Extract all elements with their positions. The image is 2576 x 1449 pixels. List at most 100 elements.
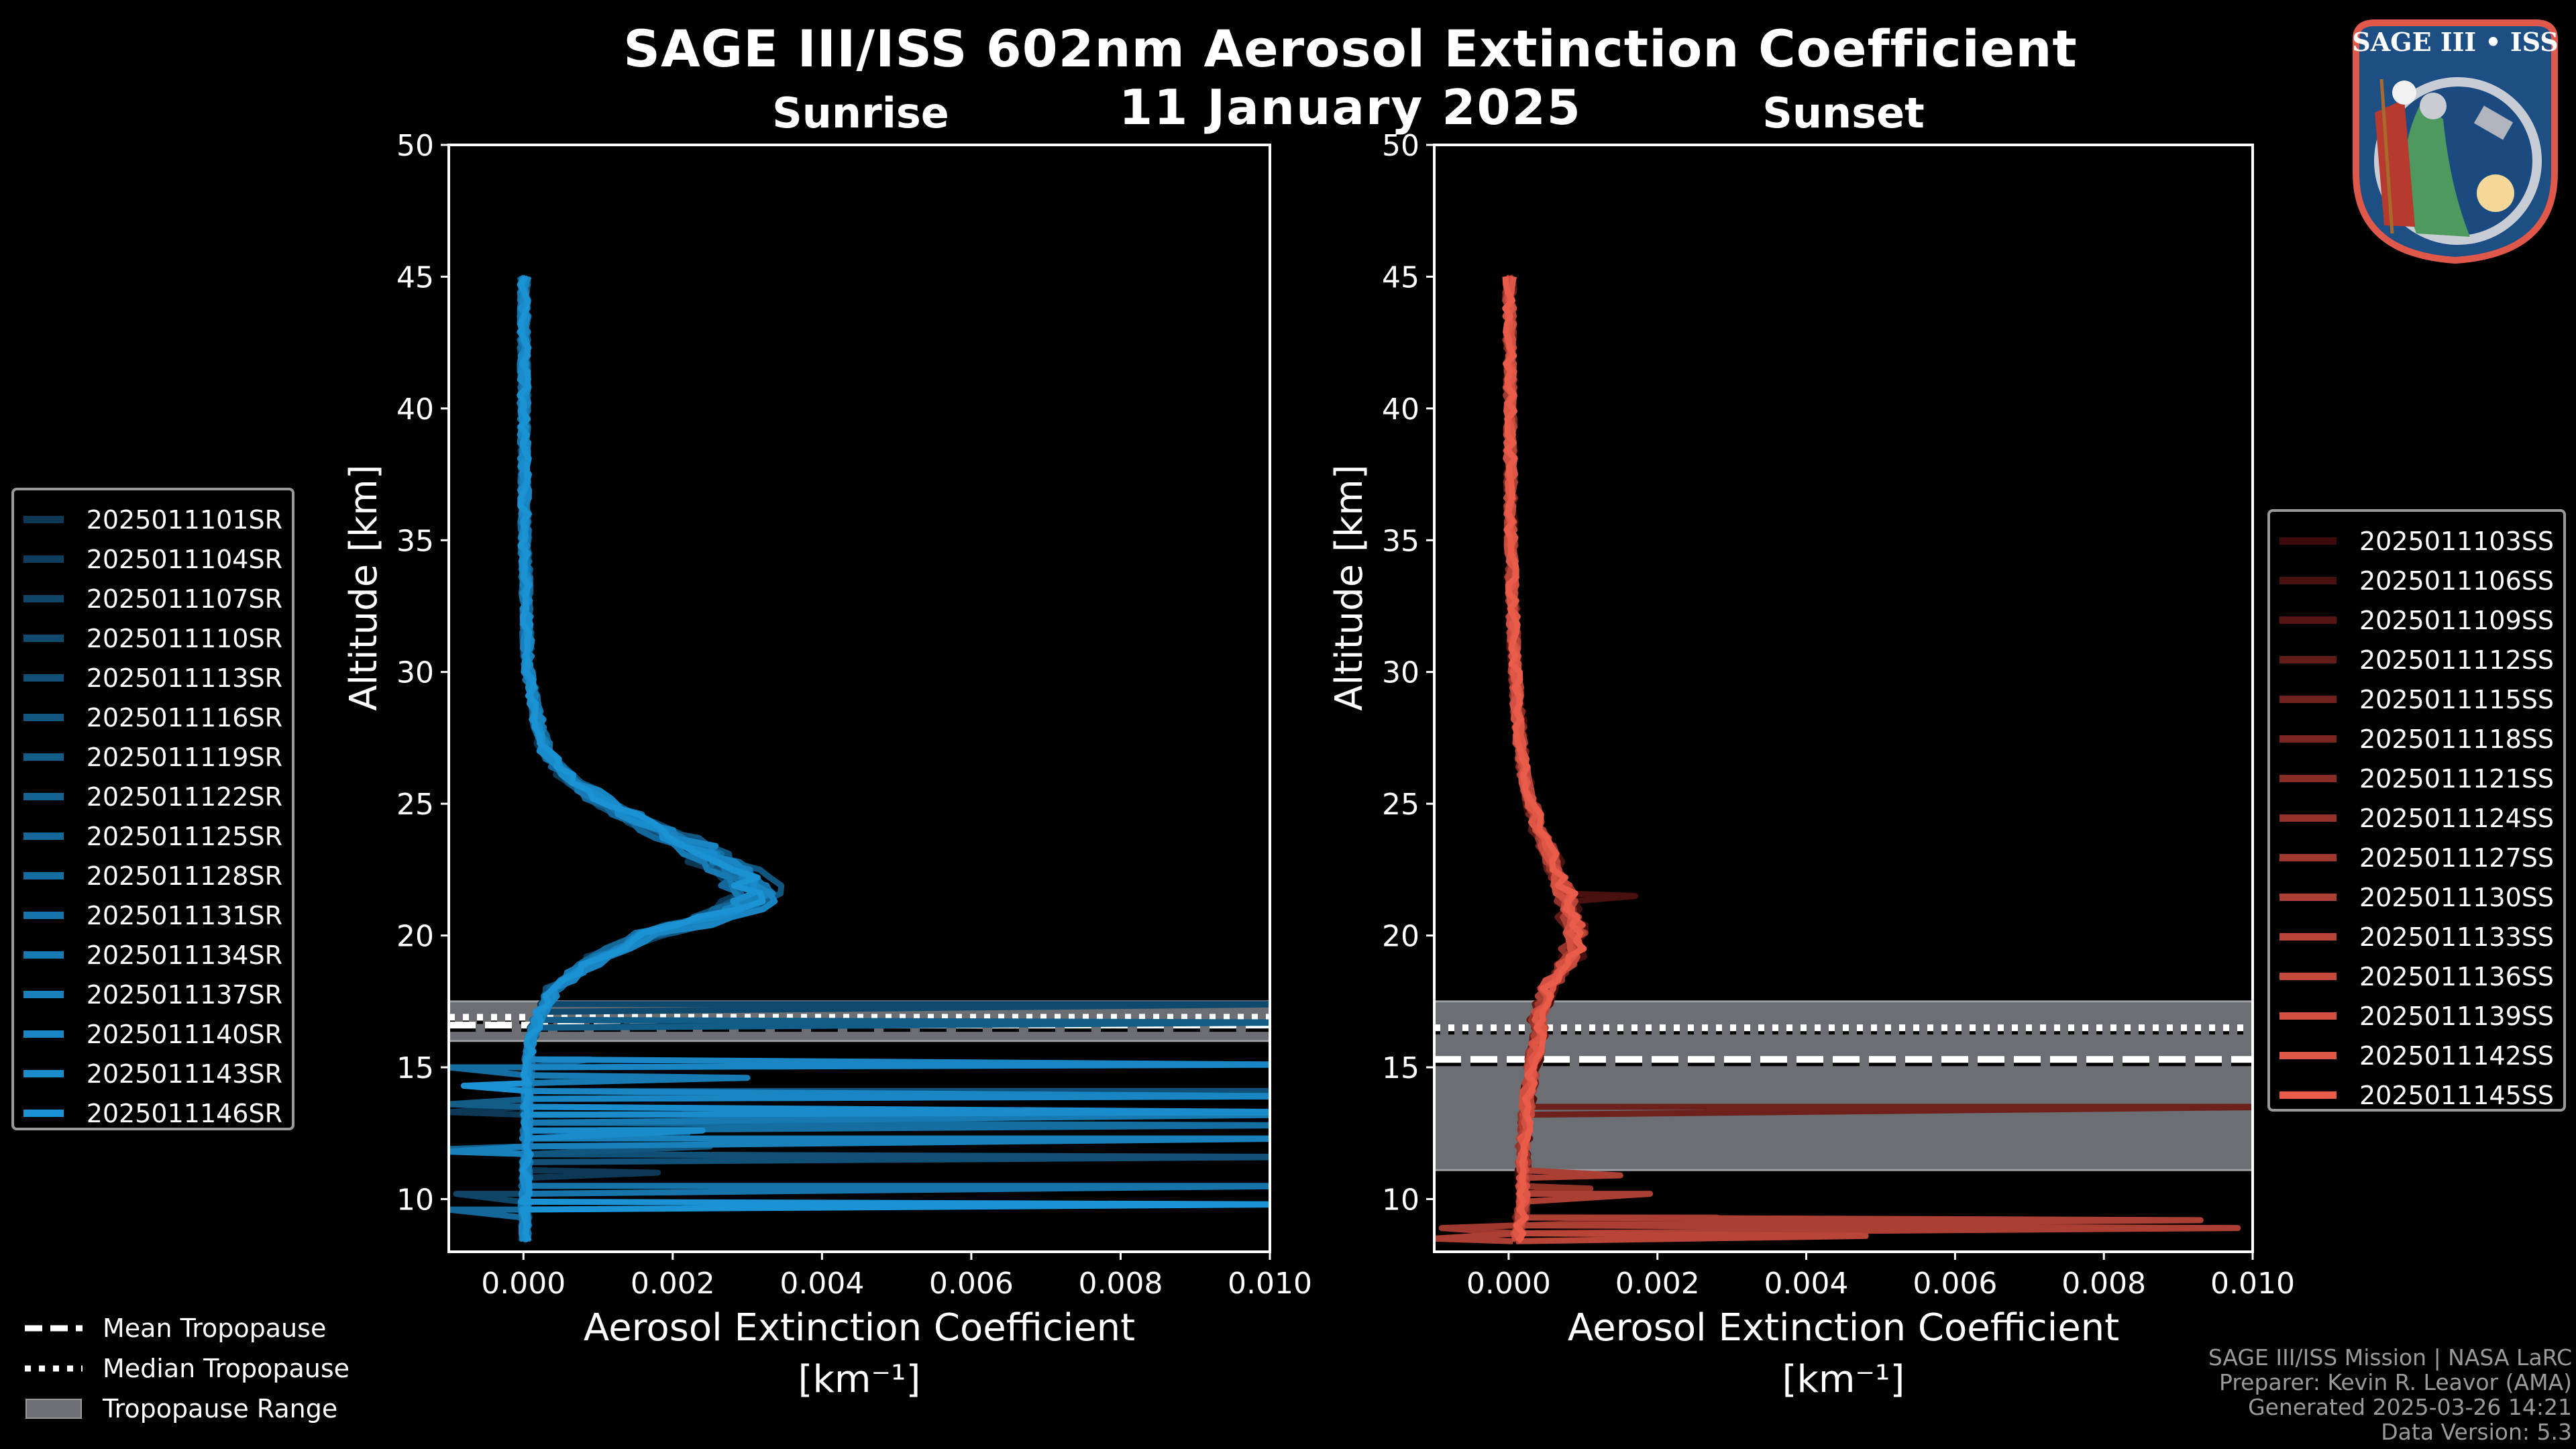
- x-tick-label: 0.002: [631, 1267, 715, 1301]
- legend-label: 2025011146SR: [86, 1098, 282, 1128]
- legend-label: 2025011113SR: [86, 663, 282, 693]
- legend-label: 2025011107SR: [86, 584, 282, 614]
- legend-item: 2025011103SS: [2279, 521, 2554, 561]
- legend-item: 2025011121SS: [2279, 759, 2554, 798]
- footer-credits: SAGE III/ISS Mission | NASA LaRC Prepare…: [2208, 1345, 2572, 1444]
- tropopause-legend: Mean Tropopause Median Tropopause Tropop…: [25, 1308, 350, 1429]
- legend-item: 2025011146SR: [23, 1093, 282, 1133]
- x-tick-label: 0.008: [1078, 1267, 1163, 1301]
- legend-line-swatch: [2279, 696, 2337, 703]
- legend-item: 2025011124SS: [2279, 798, 2554, 838]
- legend-item: 2025011131SR: [23, 896, 282, 935]
- legend-label: 2025011125SR: [86, 821, 282, 851]
- legend-tropopause-range: Tropopause Range: [25, 1389, 350, 1429]
- legend-line-swatch: [23, 714, 64, 721]
- legend-label: 2025011142SS: [2359, 1040, 2554, 1071]
- legend-line-swatch: [23, 1110, 64, 1117]
- x-axis-label: Aerosol Extinction Coefficient: [1568, 1306, 2119, 1350]
- legend-item: 2025011101SR: [23, 500, 282, 539]
- legend-range-label: Tropopause Range: [103, 1394, 338, 1424]
- legend-item: 2025011116SR: [23, 698, 282, 737]
- legend-label: 2025011143SR: [86, 1059, 282, 1089]
- legend-item: 2025011118SS: [2279, 719, 2554, 759]
- profile-line-2025011146SR: [460, 275, 1270, 1242]
- legend-label: 2025011106SS: [2359, 566, 2554, 596]
- sunset-axes: 0.000 0.002 0.004 0.006 0.008 0.010 10 15 20 25 30…: [1328, 129, 2295, 1401]
- legend-label: 2025011104SR: [86, 544, 282, 574]
- legend-item: 2025011127SS: [2279, 838, 2554, 877]
- x-tick-label: 0.006: [929, 1267, 1014, 1301]
- legend-line-swatch: [2279, 973, 2337, 980]
- legend-label: 2025011115SS: [2359, 684, 2554, 714]
- legend-line-swatch: [23, 793, 64, 800]
- x-tick-label: 0.000: [1466, 1267, 1551, 1301]
- y-tick-label: 45: [396, 260, 434, 294]
- x-tick-label: 0.006: [1913, 1267, 1997, 1301]
- y-tick-label: 50: [1382, 129, 1419, 163]
- legend-label: 2025011122SR: [86, 782, 282, 812]
- y-tick-label: 30: [396, 656, 434, 690]
- dotted-line-icon: [25, 1365, 83, 1372]
- legend-item: 2025011110SR: [23, 619, 282, 658]
- y-tick-label: 25: [1382, 788, 1419, 822]
- legend-item: 2025011142SS: [2279, 1036, 2554, 1075]
- legend-item: 2025011137SR: [23, 975, 282, 1014]
- legend-label: 2025011118SS: [2359, 724, 2554, 754]
- legend-line-swatch: [23, 872, 64, 879]
- legend-label: 2025011112SS: [2359, 645, 2554, 675]
- legend-mean-label: Mean Tropopause: [103, 1313, 327, 1343]
- sunrise-axes: 0.000 0.002 0.004 0.006 0.008 0.010 10 15 20 25 30…: [342, 129, 1312, 1401]
- legend-line-swatch: [23, 833, 64, 840]
- legend-label: 2025011119SR: [86, 742, 282, 772]
- legend-line-swatch: [2279, 775, 2337, 782]
- sunrise-panel-title: Sunrise: [772, 89, 949, 138]
- legend-item: 2025011136SS: [2279, 957, 2554, 996]
- legend-item: 2025011112SS: [2279, 640, 2554, 680]
- profile-line-2025011145SS: [1502, 276, 1587, 1243]
- y-tick-label: 10: [396, 1183, 434, 1217]
- legend-line-swatch: [23, 595, 64, 602]
- y-axis-label: Altitude [km]: [1328, 464, 1371, 710]
- legend-item: 2025011145SS: [2279, 1075, 2554, 1115]
- figure-title: SAGE III/ISS 602nm Aerosol Extinction Co…: [623, 19, 2078, 78]
- profile-line-2025011140SR: [517, 275, 1270, 1242]
- legend-label: 2025011131SR: [86, 900, 282, 930]
- y-tick-label: 30: [1382, 656, 1419, 690]
- y-tick-label: 15: [396, 1051, 434, 1085]
- legend-item: 2025011130SS: [2279, 877, 2554, 917]
- legend-line-swatch: [23, 753, 64, 761]
- x-axis-units: [km⁻¹]: [1782, 1358, 1905, 1401]
- legend-line-swatch: [2279, 814, 2337, 822]
- legend-label: 2025011124SS: [2359, 803, 2554, 833]
- footer-generated: Generated 2025-03-26 14:21: [2248, 1394, 2572, 1420]
- legend-item: 2025011139SS: [2279, 996, 2554, 1036]
- footer-mission: SAGE III/ISS Mission | NASA LaRC: [2208, 1344, 2572, 1371]
- legend-item: 2025011106SS: [2279, 561, 2554, 600]
- legend-label: 2025011139SS: [2359, 1001, 2554, 1031]
- legend-line-swatch: [2279, 616, 2337, 624]
- x-tick-label: 0.008: [2061, 1267, 2146, 1301]
- sage-iii-iss-mission-logo: SAGE III • ISS: [2352, 19, 2559, 264]
- legend-item: 2025011125SR: [23, 816, 282, 856]
- legend-line-swatch: [23, 555, 64, 563]
- legend-line-swatch: [2279, 894, 2337, 901]
- y-tick-label: 35: [396, 524, 434, 558]
- sunrise-legend: 2025011101SR 2025011104SR 2025011107SR 2025…: [11, 488, 294, 1130]
- legend-item: 2025011128SR: [23, 856, 282, 896]
- legend-line-swatch: [2279, 1091, 2337, 1099]
- y-tick-label: 15: [1382, 1051, 1419, 1085]
- legend-item: 2025011140SR: [23, 1014, 282, 1054]
- range-swatch-icon: [25, 1399, 82, 1419]
- y-tick-label: 40: [396, 392, 434, 427]
- legend-label: 2025011110SR: [86, 623, 282, 653]
- legend-label: 2025011134SR: [86, 940, 282, 970]
- legend-line-swatch: [2279, 577, 2337, 584]
- legend-line-swatch: [23, 635, 64, 642]
- figure-date: 11 January 2025: [1119, 79, 1582, 136]
- legend-item: 2025011104SR: [23, 539, 282, 579]
- legend-label: 2025011133SS: [2359, 922, 2554, 952]
- legend-label: 2025011103SS: [2359, 526, 2554, 556]
- x-tick-label: 0.004: [1764, 1267, 1849, 1301]
- x-axis-units: [km⁻¹]: [798, 1358, 921, 1401]
